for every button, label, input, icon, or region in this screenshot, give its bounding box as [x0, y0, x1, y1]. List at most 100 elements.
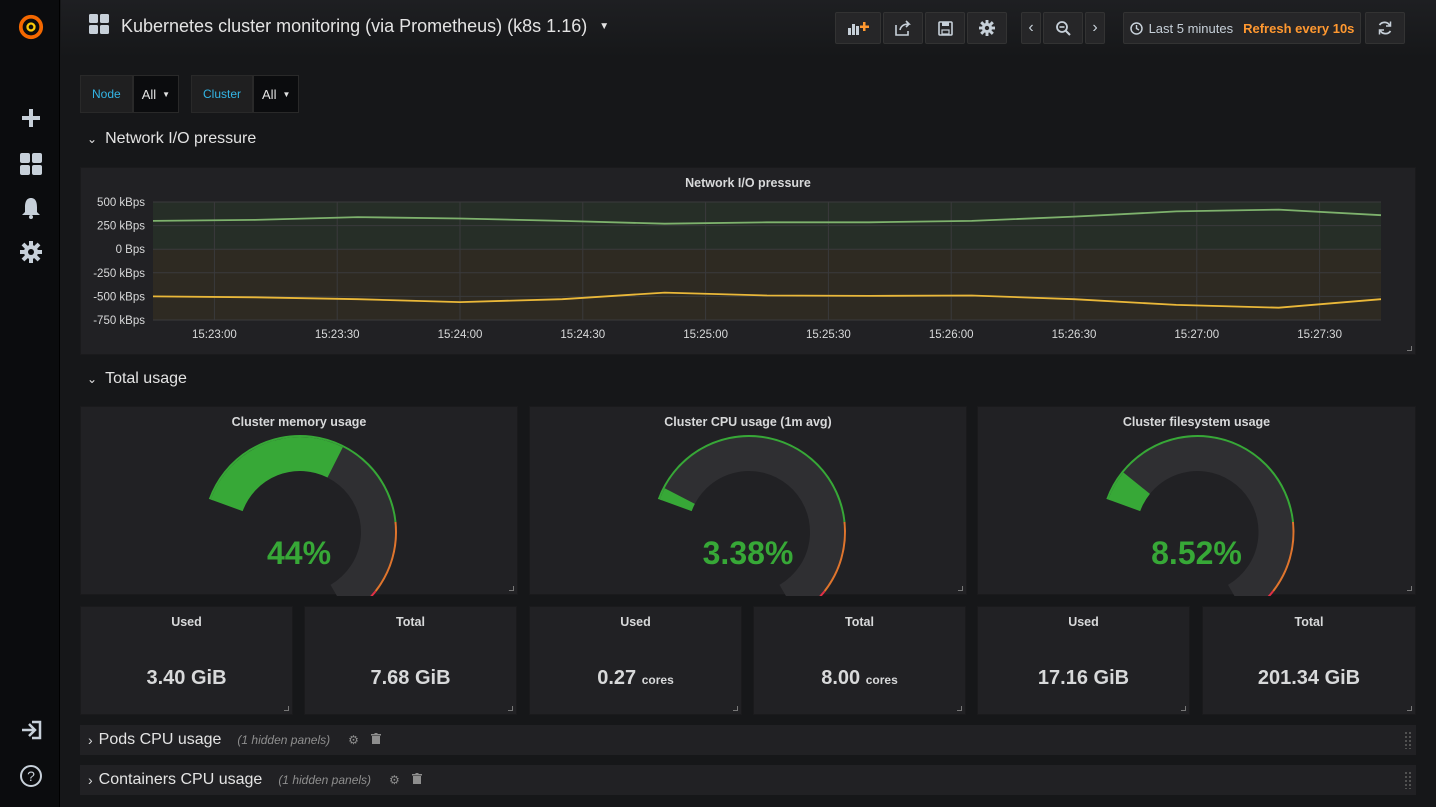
resize-handle[interactable] [958, 586, 963, 591]
resize-handle[interactable] [1407, 706, 1412, 711]
alerting-bell-icon[interactable] [18, 195, 44, 221]
cpu-total-stat-panel: Total 8.00 cores [753, 606, 966, 715]
row-title: Containers CPU usage [98, 771, 263, 788]
x-tick-label: 15:25:00 [683, 329, 728, 341]
row-delete-trash-icon[interactable] [370, 733, 381, 747]
settings-gear-icon [979, 20, 995, 36]
variable-node-select[interactable]: All ▼ [132, 75, 180, 113]
chevron-right-icon: › [88, 772, 93, 788]
row-title: Network I/O pressure [105, 130, 257, 147]
panel-title[interactable]: Network I/O pressure [685, 176, 811, 190]
chevron-right-icon: › [1092, 19, 1098, 36]
resize-handle[interactable] [1407, 346, 1412, 351]
y-tick-label: -250 kBps [93, 268, 145, 280]
y-tick-label: 500 kBps [97, 197, 145, 209]
panel-title[interactable]: Used [1068, 615, 1099, 629]
refresh-icon [1378, 21, 1392, 35]
x-tick-label: 15:23:30 [315, 329, 360, 341]
panel-title[interactable]: Used [620, 615, 651, 629]
tx-band [153, 249, 1381, 320]
row-settings-gear-icon[interactable]: ⚙ [389, 773, 400, 787]
resize-handle[interactable] [508, 706, 513, 711]
resize-handle[interactable] [733, 706, 738, 711]
dashboards-icon[interactable] [18, 151, 44, 177]
gauge-track [659, 437, 844, 596]
gauge-value: 44% [266, 535, 332, 571]
time-range-label: Last 5 minutes [1148, 20, 1234, 36]
time-picker-button[interactable]: Last 5 minutes Refresh every 10s [1123, 12, 1361, 44]
panel-title[interactable]: Used [171, 615, 202, 629]
variable-node: Node All ▼ [80, 75, 180, 113]
memory-gauge-panel: Cluster memory usage 44% [80, 406, 518, 596]
add-panel-icon [848, 22, 869, 35]
time-shift-forward-button[interactable]: › [1085, 12, 1105, 44]
stat-value: 3.40 GiB [146, 667, 227, 689]
panel-title[interactable]: Total [1294, 615, 1324, 629]
row-delete-trash-icon[interactable] [411, 773, 422, 787]
x-tick-label: 15:26:30 [1052, 329, 1097, 341]
row-total-usage[interactable]: ⌄ Total usage [87, 370, 187, 388]
row-pods-cpu-usage[interactable]: › Pods CPU usage (1 hidden panels) ⚙ [80, 725, 1416, 755]
row-title: Pods CPU usage [98, 731, 222, 748]
y-tick-label: -500 kBps [93, 291, 145, 303]
resize-handle[interactable] [284, 706, 289, 711]
x-tick-label: 15:23:00 [192, 329, 237, 341]
x-tick-label: 15:24:30 [560, 329, 605, 341]
panel-title[interactable]: Cluster filesystem usage [1122, 415, 1271, 429]
row-network-io[interactable]: ⌄ Network I/O pressure [87, 130, 256, 148]
filesystem-gauge [1106, 435, 1295, 596]
gauge-value: 8.52% [1151, 535, 1242, 571]
stat-value: 8.00 cores [821, 667, 898, 689]
memory-used-stat-panel: Used 3.40 GiB [80, 606, 293, 715]
share-icon [895, 20, 911, 36]
series-line-1 [152, 291, 1382, 309]
refresh-dashboard-button[interactable] [1365, 12, 1405, 44]
panel-title[interactable]: Total [845, 615, 874, 629]
help-icon[interactable]: ? [18, 763, 44, 789]
resize-handle[interactable] [957, 706, 962, 711]
zoom-out-icon [1056, 21, 1071, 36]
row-containers-cpu-usage[interactable]: › Containers CPU usage (1 hidden panels)… [80, 765, 1416, 795]
variable-cluster: Cluster All ▼ [191, 75, 300, 113]
clock-icon [1129, 21, 1143, 35]
filesystem-gauge-panel: Cluster filesystem usage 8.52% [977, 406, 1416, 596]
add-panel-button[interactable] [835, 12, 881, 44]
network-io-chart: 500 kBps 250 kBps 0 Bps -250 kBps -500 kBps -… [93, 197, 1382, 341]
zoom-out-button[interactable] [1043, 12, 1083, 44]
y-tick-label: -750 kBps [93, 315, 145, 327]
row-drag-handle[interactable] [1404, 771, 1412, 789]
dashboard-title-picker[interactable]: Kubernetes cluster monitoring (via Prome… [89, 14, 609, 39]
resize-handle[interactable] [1181, 706, 1186, 711]
stat-value: 7.68 GiB [370, 667, 451, 689]
cpu-gauge [657, 435, 846, 596]
time-shift-back-button[interactable]: ‹ [1021, 12, 1041, 44]
y-tick-label: 250 kBps [97, 221, 145, 233]
create-plus-icon[interactable] [18, 105, 44, 131]
chevron-down-icon: ⌄ [87, 132, 98, 146]
caret-down-icon: ▼ [282, 89, 291, 99]
x-tick-label: 15:24:00 [438, 329, 483, 341]
configuration-gear-icon[interactable] [18, 239, 44, 265]
panel-title[interactable]: Cluster CPU usage (1m avg) [664, 415, 832, 429]
stat-value: 0.27 cores [597, 667, 674, 689]
variable-cluster-select[interactable]: All ▼ [253, 75, 300, 113]
share-dashboard-button[interactable] [883, 12, 923, 44]
dashboard-main: Kubernetes cluster monitoring (via Prome… [61, 0, 1436, 807]
filesystem-total-stat-panel: Total 201.34 GiB [1202, 606, 1416, 715]
panel-title[interactable]: Total [396, 615, 425, 629]
save-dashboard-button[interactable] [925, 12, 965, 44]
resize-handle[interactable] [509, 586, 514, 591]
resize-handle[interactable] [1407, 586, 1412, 591]
row-title: Total usage [105, 370, 187, 387]
chevron-down-icon: ⌄ [87, 372, 98, 386]
row-settings-gear-icon[interactable]: ⚙ [348, 733, 359, 747]
sign-in-icon[interactable] [18, 717, 44, 743]
hidden-panels-count: (1 hidden panels) [237, 733, 331, 747]
variable-label: Node [80, 75, 133, 113]
chevron-right-icon: › [88, 732, 93, 748]
dashboard-settings-button[interactable] [967, 12, 1007, 44]
variable-label: Cluster [191, 75, 254, 113]
grafana-logo-icon[interactable] [18, 14, 44, 40]
row-drag-handle[interactable] [1404, 731, 1412, 749]
panel-title[interactable]: Cluster memory usage [231, 415, 367, 429]
